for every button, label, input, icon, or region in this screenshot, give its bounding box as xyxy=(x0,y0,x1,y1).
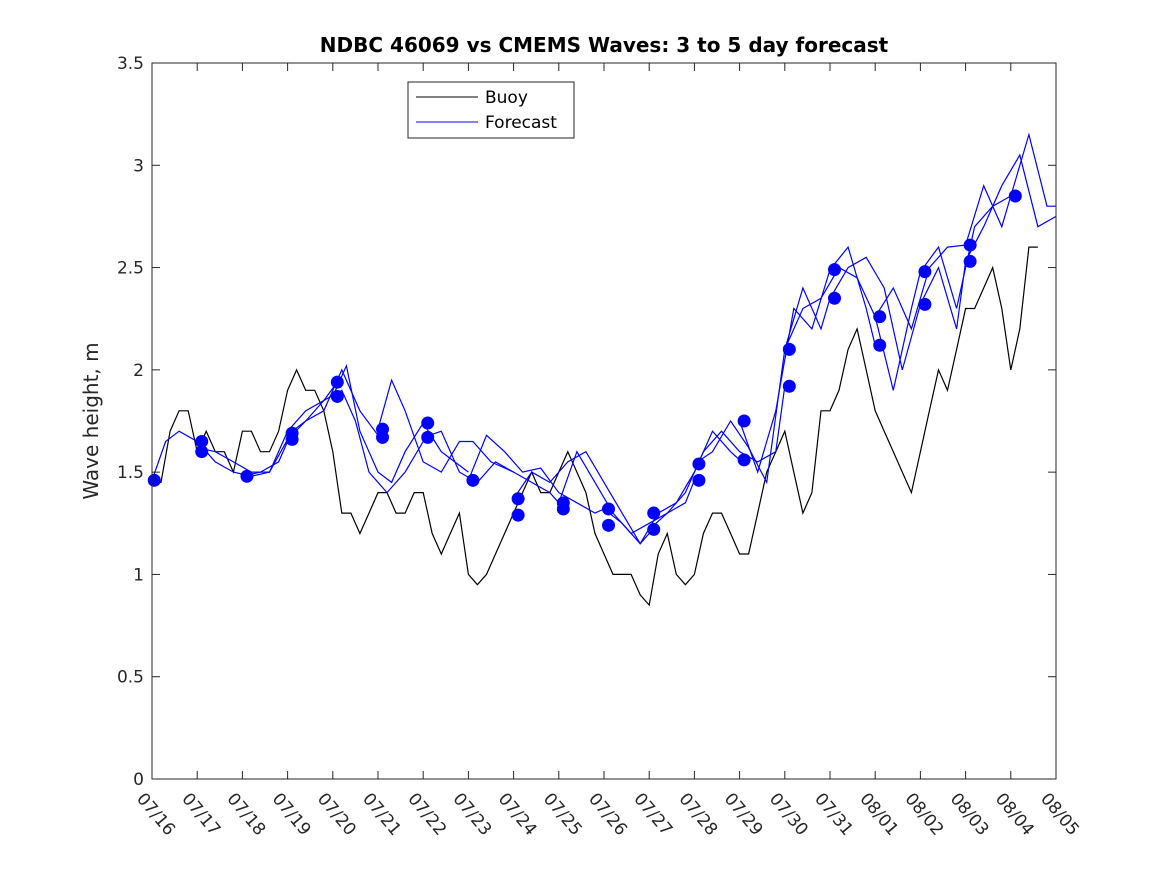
forecast-marker xyxy=(195,445,209,459)
forecast-marker xyxy=(963,238,977,252)
y-tick-label: 3.5 xyxy=(117,54,144,74)
forecast-marker xyxy=(737,414,751,428)
y-tick-label: 2.5 xyxy=(117,259,144,279)
forecast-line xyxy=(874,183,1012,331)
forecast-line xyxy=(467,434,605,514)
chart-title: NDBC 46069 vs CMEMS Waves: 3 to 5 day fo… xyxy=(320,33,889,57)
forecast-marker xyxy=(511,508,525,522)
forecast-marker xyxy=(737,453,751,467)
forecast-marker xyxy=(692,457,706,471)
forecast-marker xyxy=(828,291,842,305)
legend-forecast-label: Forecast xyxy=(485,113,557,133)
forecast-marker xyxy=(647,522,661,536)
legend-box xyxy=(407,81,575,139)
forecast-marker xyxy=(647,506,661,520)
forecast-line xyxy=(287,389,424,494)
y-tick-label: 0 xyxy=(133,770,144,790)
forecast-line xyxy=(332,363,469,484)
forecast-line xyxy=(197,381,338,473)
forecast-marker xyxy=(1008,189,1022,203)
plot-area xyxy=(147,132,1057,607)
y-tick-label: 1 xyxy=(133,565,144,585)
forecast-marker xyxy=(285,432,299,446)
forecast-marker xyxy=(330,375,344,389)
forecast-line xyxy=(829,256,967,371)
forecast-line xyxy=(694,286,831,485)
forecast-marker xyxy=(147,473,161,487)
forecast-marker xyxy=(828,263,842,277)
forecast-marker xyxy=(421,430,435,444)
forecast-marker xyxy=(240,469,254,483)
forecast-marker xyxy=(330,389,344,403)
forecast-line xyxy=(151,430,289,481)
forecast-marker xyxy=(511,492,525,506)
forecast-line xyxy=(648,386,786,530)
legend-buoy-label: Buoy xyxy=(485,88,528,108)
forecast-marker xyxy=(556,502,570,516)
forecast-marker xyxy=(376,430,390,444)
forecast-marker xyxy=(873,310,887,324)
forecast-line xyxy=(784,266,921,391)
forecast-marker xyxy=(782,379,796,393)
forecast-line xyxy=(513,450,650,545)
forecast-line xyxy=(377,378,514,473)
y-tick-label: 0.5 xyxy=(117,668,144,688)
y-tick-label: 2 xyxy=(133,361,144,381)
forecast-marker xyxy=(602,502,616,516)
forecast-line xyxy=(965,153,1057,262)
y-axis: 0 0.5 1 1.5 2 2.5 3 3.5 xyxy=(117,54,1056,790)
forecast-marker xyxy=(602,518,616,532)
forecast-line xyxy=(739,245,876,475)
forecast-marker xyxy=(963,254,977,268)
y-axis-title: Wave height, m xyxy=(79,342,103,499)
buoy-line xyxy=(152,246,1038,607)
forecast-marker xyxy=(421,416,435,430)
y-tick-label: 1.5 xyxy=(117,463,144,483)
legend: Buoy Forecast xyxy=(407,81,575,139)
forecast-marker xyxy=(195,434,209,448)
forecast-marker xyxy=(918,265,932,279)
forecast-marker xyxy=(873,338,887,352)
forecast-marker xyxy=(918,297,932,311)
forecast-marker xyxy=(466,473,480,487)
forecast-line xyxy=(423,430,560,504)
y-tick-label: 3 xyxy=(133,156,144,176)
forecast-marker xyxy=(692,473,706,487)
forecast-marker xyxy=(782,342,796,356)
